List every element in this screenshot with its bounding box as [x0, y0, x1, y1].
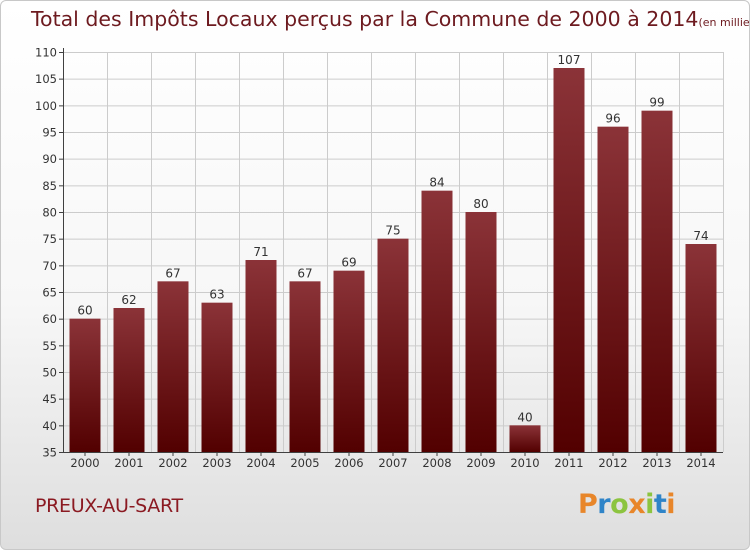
y-tick-label: 105 [35, 72, 57, 86]
x-tick-label-2000: 2000 [70, 456, 99, 470]
y-tick-label: 40 [42, 419, 57, 433]
x-tick-label-2012: 2012 [598, 456, 627, 470]
data-label-2001: 62 [121, 293, 136, 307]
x-tick-label-2009: 2009 [466, 456, 495, 470]
bar-2010[interactable] [509, 425, 541, 452]
logo-letter: P [578, 489, 598, 520]
bar-chart: 35 40 45 50 55 60 65 70 75 80 85 90 95 100 105 110 60 20… [35, 46, 724, 470]
bar-2014[interactable] [685, 244, 717, 452]
proxiti-logo[interactable]: Proxiti [578, 489, 676, 520]
data-label-2009: 80 [473, 197, 488, 211]
logo-letter: o [610, 489, 629, 520]
data-label-2010: 40 [517, 410, 532, 424]
label-layer: 60 2000 62 2001 67 2002 63 2003 71 2004 67 2005 69 20… [70, 53, 715, 470]
bar-2000[interactable] [69, 318, 101, 452]
bar-2002[interactable] [157, 281, 189, 452]
bar-2009[interactable] [465, 212, 497, 452]
axis-layer: 35 40 45 50 55 60 65 70 75 80 85 90 95 100 105 110 [35, 46, 723, 460]
x-tick-label-2005: 2005 [290, 456, 319, 470]
y-tick-label: 95 [42, 126, 57, 140]
data-label-2006: 69 [341, 256, 356, 270]
data-label-2008: 84 [429, 176, 444, 190]
chart-title-unit: (en milliers d'€) [698, 16, 750, 29]
x-tick-label-2013: 2013 [642, 456, 671, 470]
y-tick-label: 45 [42, 392, 57, 406]
data-label-2005: 67 [297, 266, 312, 280]
bar-2011[interactable] [553, 68, 585, 452]
data-label-2003: 63 [209, 288, 224, 302]
y-tick-label: 60 [42, 312, 57, 326]
bar-2012[interactable] [597, 126, 629, 453]
logo-letter: i [666, 489, 676, 520]
y-tick-label: 90 [42, 152, 57, 166]
y-tick-label: 80 [42, 206, 57, 220]
bar-2006[interactable] [333, 270, 365, 452]
y-tick-label: 110 [35, 46, 57, 60]
bar-2004[interactable] [245, 260, 277, 452]
data-label-2012: 96 [605, 112, 620, 126]
bar-2013[interactable] [641, 110, 673, 453]
x-tick-label-2006: 2006 [334, 456, 363, 470]
logo-letter: t [653, 489, 667, 520]
y-tick-label: 75 [42, 232, 57, 246]
x-tick-label-2001: 2001 [114, 456, 143, 470]
x-tick-label-2007: 2007 [378, 456, 407, 470]
bar-2003[interactable] [201, 302, 233, 452]
y-tick-label: 55 [42, 339, 57, 353]
chart-title-wrap: Total des Impôts Locaux perçus par la Co… [31, 7, 750, 31]
y-tick-label: 85 [42, 179, 57, 193]
x-tick-label-2002: 2002 [158, 456, 187, 470]
logo-letter: x [628, 489, 646, 520]
bar-2001[interactable] [113, 308, 145, 452]
logo-letter: r [597, 489, 611, 520]
x-tick-label-2010: 2010 [510, 456, 539, 470]
y-tick-label: 100 [35, 99, 57, 113]
data-label-2007: 75 [385, 224, 400, 238]
data-label-2002: 67 [165, 266, 180, 280]
commune-name: PREUX-AU-SART [35, 495, 183, 517]
y-tick-label: 70 [42, 259, 57, 273]
bar-2005[interactable] [289, 281, 321, 452]
chart-title: Total des Impôts Locaux perçus par la Co… [31, 7, 699, 31]
y-tick-label: 35 [42, 446, 57, 460]
bar-layer [69, 68, 717, 453]
x-tick-label-2011: 2011 [554, 456, 583, 470]
data-label-2004: 71 [253, 245, 268, 259]
x-tick-label-2008: 2008 [422, 456, 451, 470]
data-label-2000: 60 [77, 304, 92, 318]
logo-letter: i [645, 489, 654, 520]
y-tick-label: 50 [42, 366, 57, 380]
data-label-2011: 107 [558, 53, 581, 67]
x-tick-label-2014: 2014 [686, 456, 715, 470]
bar-2008[interactable] [421, 190, 453, 452]
x-tick-label-2004: 2004 [246, 456, 275, 470]
bar-2007[interactable] [377, 238, 409, 452]
data-label-2013: 99 [649, 96, 664, 110]
y-tick-label: 65 [42, 286, 57, 300]
x-tick-label-2003: 2003 [202, 456, 231, 470]
data-label-2014: 74 [693, 229, 708, 243]
